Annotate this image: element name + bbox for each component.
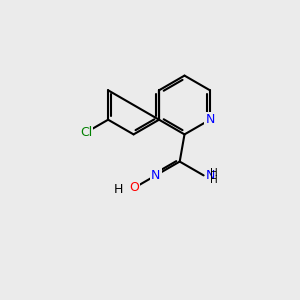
- Text: O: O: [129, 181, 139, 194]
- Text: H: H: [210, 176, 218, 185]
- Text: N: N: [206, 169, 215, 182]
- Text: H: H: [210, 168, 218, 178]
- Text: N: N: [205, 113, 214, 126]
- Text: N: N: [151, 169, 160, 182]
- Text: H: H: [113, 183, 123, 196]
- Text: Cl: Cl: [80, 126, 92, 139]
